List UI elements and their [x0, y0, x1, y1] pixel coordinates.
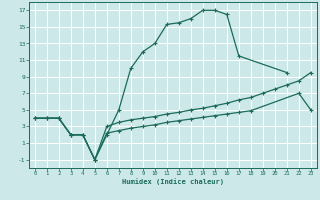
X-axis label: Humidex (Indice chaleur): Humidex (Indice chaleur): [122, 178, 224, 185]
